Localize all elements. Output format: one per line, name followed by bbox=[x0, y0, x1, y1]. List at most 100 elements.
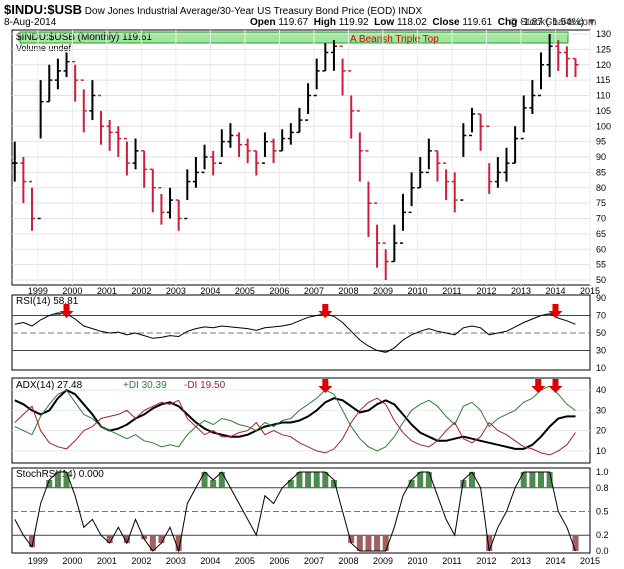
stoch-overbought-fill bbox=[460, 479, 467, 488]
open-value: 119.67 bbox=[278, 17, 309, 28]
x-axis-tick: 2012 bbox=[476, 556, 496, 566]
rsi-arrow-icon bbox=[318, 304, 333, 318]
stoch-oversold-fill bbox=[365, 535, 372, 551]
rsi-panel-title: RSI(14) 58.81 bbox=[16, 296, 79, 307]
x-axis-tick: 2000 bbox=[62, 286, 82, 296]
stoch-oversold-fill bbox=[106, 535, 113, 544]
x-axis-tick: 2011 bbox=[442, 556, 461, 566]
price-y-tick: 115 bbox=[596, 75, 610, 85]
stoch-overbought-fill bbox=[201, 472, 208, 488]
open-label: Open bbox=[250, 17, 276, 28]
adx-y-tick: 30 bbox=[596, 405, 606, 415]
stoch-y-tick: 0.8 bbox=[596, 483, 609, 493]
rsi-y-tick: 90 bbox=[596, 293, 606, 303]
price-y-tick: 75 bbox=[596, 198, 606, 208]
rsi-overbought-fill bbox=[54, 312, 61, 316]
adx-arrow-icon bbox=[318, 379, 333, 393]
stoch-overbought-fill bbox=[417, 472, 424, 488]
x-axis-tick: 2014 bbox=[545, 556, 565, 566]
stoch-oversold-fill bbox=[374, 535, 381, 551]
adx-panel-title: ADX(14) 27.48 bbox=[16, 380, 83, 391]
stoch-y-tick: 0.5 bbox=[596, 507, 609, 517]
stoch-overbought-fill bbox=[546, 472, 553, 488]
stoch-oversold-fill bbox=[141, 535, 148, 540]
price-y-tick: 55 bbox=[596, 260, 606, 270]
stoch-overbought-fill bbox=[63, 472, 70, 488]
rsi-line bbox=[14, 312, 576, 353]
x-axis-tick: 2005 bbox=[235, 286, 255, 296]
x-axis-tick: 2015 bbox=[580, 286, 600, 296]
x-axis-tick: 2011 bbox=[442, 286, 461, 296]
stoch-oversold-fill bbox=[572, 535, 579, 551]
x-axis-tick: 1999 bbox=[28, 556, 48, 566]
x-axis-tick: 2006 bbox=[269, 286, 289, 296]
chart-header: $INDU:$USB Dow Jones Industrial Average/… bbox=[4, 2, 422, 17]
rsi-y-tick: 30 bbox=[596, 346, 606, 356]
rsi-y-tick: 10 bbox=[596, 363, 606, 373]
rsi-y-tick: 70 bbox=[596, 311, 606, 321]
price-y-tick: 85 bbox=[596, 167, 606, 177]
price-y-tick: 95 bbox=[596, 137, 606, 147]
x-axis-tick: 2013 bbox=[511, 286, 531, 296]
x-axis-tick: 2012 bbox=[476, 286, 496, 296]
rsi-y-tick: 50 bbox=[596, 328, 606, 338]
x-axis-tick: 2005 bbox=[235, 556, 255, 566]
low-value: 118.02 bbox=[396, 17, 427, 28]
adx-arrow-icon bbox=[548, 379, 563, 393]
brand-label: © StockCharts.com bbox=[510, 17, 597, 28]
stoch-overbought-fill bbox=[520, 472, 527, 488]
stoch-overbought-fill bbox=[313, 472, 320, 488]
price-y-tick: 65 bbox=[596, 229, 606, 239]
adx-y-tick: 10 bbox=[596, 446, 606, 456]
x-axis-tick: 2008 bbox=[338, 286, 358, 296]
stoch-overbought-fill bbox=[218, 472, 225, 488]
stoch-overbought-fill bbox=[305, 472, 312, 488]
price-y-tick: 120 bbox=[596, 60, 611, 70]
x-axis-tick: 2004 bbox=[200, 556, 220, 566]
price-panel-title: $INDU:$USB (Monthly) 119.61 bbox=[16, 32, 152, 43]
stoch-oversold-fill bbox=[175, 535, 182, 551]
stoch-overbought-fill bbox=[287, 479, 294, 488]
stoch-oversold-fill bbox=[29, 535, 36, 548]
ohlc-readout: Open 119.67 High 119.92 Low 118.02 Close… bbox=[250, 17, 597, 28]
x-axis-tick: 2002 bbox=[131, 286, 151, 296]
x-axis-tick: 2002 bbox=[131, 556, 151, 566]
stoch-overbought-fill bbox=[322, 472, 329, 488]
stoch-overbought-fill bbox=[408, 479, 415, 488]
plus-di-line bbox=[14, 385, 576, 452]
x-axis-tick: 2009 bbox=[373, 286, 393, 296]
rsi-overbought-fill bbox=[546, 313, 553, 316]
minus-di-legend: -DI 19.50 bbox=[184, 380, 226, 391]
stoch-overbought-fill bbox=[296, 472, 303, 488]
stoch-oversold-fill bbox=[486, 535, 493, 551]
x-axis-tick: 2010 bbox=[407, 286, 427, 296]
x-axis-tick: 2003 bbox=[166, 556, 186, 566]
x-axis-tick: 2007 bbox=[304, 556, 324, 566]
volume-legend: Volume undef bbox=[16, 43, 72, 53]
x-axis-tick: 2010 bbox=[407, 556, 427, 566]
x-axis-tick: 2006 bbox=[269, 556, 289, 566]
price-y-tick: 105 bbox=[596, 106, 611, 116]
triple-top-annotation: A Bearish Triple Top bbox=[350, 34, 439, 45]
x-axis-tick: 2001 bbox=[97, 286, 117, 296]
stoch-y-tick: 0.0 bbox=[596, 546, 609, 556]
high-label: High bbox=[313, 17, 336, 28]
stoch-oversold-fill bbox=[158, 535, 165, 544]
stoch-oversold-fill bbox=[356, 535, 363, 551]
price-y-tick: 110 bbox=[596, 91, 610, 101]
price-y-tick: 90 bbox=[596, 152, 606, 162]
close-label: Close bbox=[432, 17, 460, 28]
adx-y-tick: 40 bbox=[596, 385, 606, 395]
x-axis-tick: 1999 bbox=[28, 286, 48, 296]
plus-di-legend: +DI 30.39 bbox=[123, 380, 167, 391]
price-y-tick: 125 bbox=[596, 44, 611, 54]
close-value: 119.61 bbox=[462, 17, 493, 28]
x-axis-tick: 2000 bbox=[62, 556, 82, 566]
stoch-oversold-fill bbox=[123, 535, 130, 544]
price-y-tick: 130 bbox=[596, 29, 611, 39]
date-label: 8-Aug-2014 bbox=[4, 17, 57, 28]
down-arrow-icon: ▼ bbox=[586, 17, 597, 28]
chg-value: -1.87 (-1.54%) bbox=[520, 17, 584, 28]
x-axis-tick: 2007 bbox=[304, 286, 324, 296]
x-axis-tick: 2013 bbox=[511, 556, 531, 566]
